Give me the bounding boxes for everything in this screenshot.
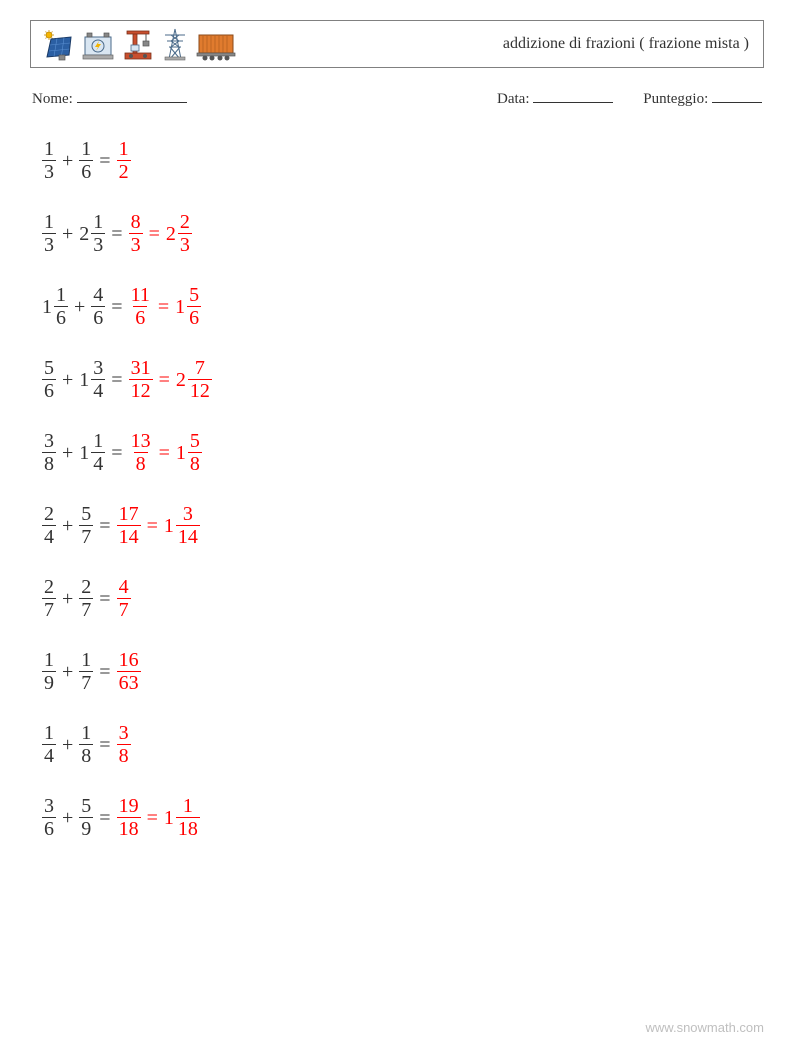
term-b: 46 [91, 284, 105, 329]
term-a: 24 [42, 503, 56, 548]
operator-plus: + [56, 808, 79, 828]
operator-plus: + [56, 662, 79, 682]
generator-icon [81, 29, 115, 61]
operator-plus: + [68, 297, 91, 317]
name-label: Nome: [32, 91, 73, 107]
watermark: www.snowmath.com [646, 1020, 764, 1035]
answer-term: 116 [129, 284, 152, 329]
term-a: 56 [42, 357, 56, 402]
operator-plus: + [56, 151, 79, 171]
equals-sign: = [105, 297, 128, 317]
answer-term: 1918 [117, 795, 141, 840]
score-label: Punteggio: [643, 91, 708, 107]
answer-term: 38 [117, 722, 131, 767]
problem-row: 36+59=1918=1118 [42, 795, 764, 840]
equals-sign: = [93, 589, 116, 609]
answer-term: 1314 [164, 503, 200, 548]
name-blank[interactable] [77, 88, 187, 103]
operator-plus: + [56, 224, 79, 244]
term-b: 213 [79, 211, 105, 256]
operator-plus: + [56, 589, 79, 609]
term-b: 18 [79, 722, 93, 767]
problem-row: 13+16=12 [42, 138, 764, 183]
answer-term: 47 [117, 576, 131, 621]
term-a: 19 [42, 649, 56, 694]
answer-term: 1118 [164, 795, 200, 840]
header-icons [41, 27, 237, 61]
problem-row: 56+134=3112=2712 [42, 357, 764, 402]
crane-icon [121, 27, 155, 61]
equals-sign: = [105, 224, 128, 244]
problem-row: 27+27=47 [42, 576, 764, 621]
problem-row: 116+46=116=156 [42, 284, 764, 329]
problem-row: 24+57=1714=1314 [42, 503, 764, 548]
equals-sign: = [93, 808, 116, 828]
term-a: 27 [42, 576, 56, 621]
term-b: 114 [79, 430, 105, 475]
header-box: addizione di frazioni ( frazione mista ) [30, 20, 764, 68]
date-label: Data: [497, 91, 529, 107]
term-a: 13 [42, 211, 56, 256]
problem-row: 38+114=138=158 [42, 430, 764, 475]
equals-sign: = [143, 224, 166, 244]
term-b: 16 [79, 138, 93, 183]
term-b: 134 [79, 357, 105, 402]
equals-sign: = [152, 297, 175, 317]
answer-term: 158 [176, 430, 202, 475]
equals-sign: = [141, 808, 164, 828]
equals-sign: = [93, 516, 116, 536]
problem-row: 14+18=38 [42, 722, 764, 767]
score-blank[interactable] [712, 88, 762, 103]
term-b: 17 [79, 649, 93, 694]
problem-row: 13+213=83=223 [42, 211, 764, 256]
problems-list: 13+16=1213+213=83=223116+46=116=15656+13… [30, 134, 764, 840]
equals-sign: = [93, 151, 116, 171]
worksheet-title: addizione di frazioni ( frazione mista ) [503, 35, 753, 53]
transmission-tower-icon [161, 27, 189, 61]
operator-plus: + [56, 735, 79, 755]
problem-row: 19+17=1663 [42, 649, 764, 694]
equals-sign: = [153, 370, 176, 390]
answer-term: 1663 [117, 649, 141, 694]
term-b: 59 [79, 795, 93, 840]
answer-term: 2712 [176, 357, 212, 402]
equals-sign: = [105, 370, 128, 390]
answer-term: 12 [117, 138, 131, 183]
answer-term: 156 [175, 284, 201, 329]
info-row: Nome: Data: Punteggio: [30, 88, 764, 108]
term-a: 36 [42, 795, 56, 840]
term-a: 13 [42, 138, 56, 183]
operator-plus: + [56, 516, 79, 536]
term-a: 14 [42, 722, 56, 767]
term-b: 27 [79, 576, 93, 621]
equals-sign: = [153, 443, 176, 463]
equals-sign: = [93, 735, 116, 755]
equals-sign: = [141, 516, 164, 536]
term-b: 57 [79, 503, 93, 548]
container-car-icon [195, 29, 237, 61]
term-a: 116 [42, 284, 68, 329]
answer-term: 138 [129, 430, 153, 475]
equals-sign: = [93, 662, 116, 682]
answer-term: 1714 [117, 503, 141, 548]
date-blank[interactable] [533, 88, 613, 103]
equals-sign: = [105, 443, 128, 463]
term-a: 38 [42, 430, 56, 475]
answer-term: 3112 [129, 357, 153, 402]
answer-term: 223 [166, 211, 192, 256]
answer-term: 83 [129, 211, 143, 256]
operator-plus: + [56, 443, 79, 463]
solar-panel-icon [41, 29, 75, 61]
operator-plus: + [56, 370, 79, 390]
